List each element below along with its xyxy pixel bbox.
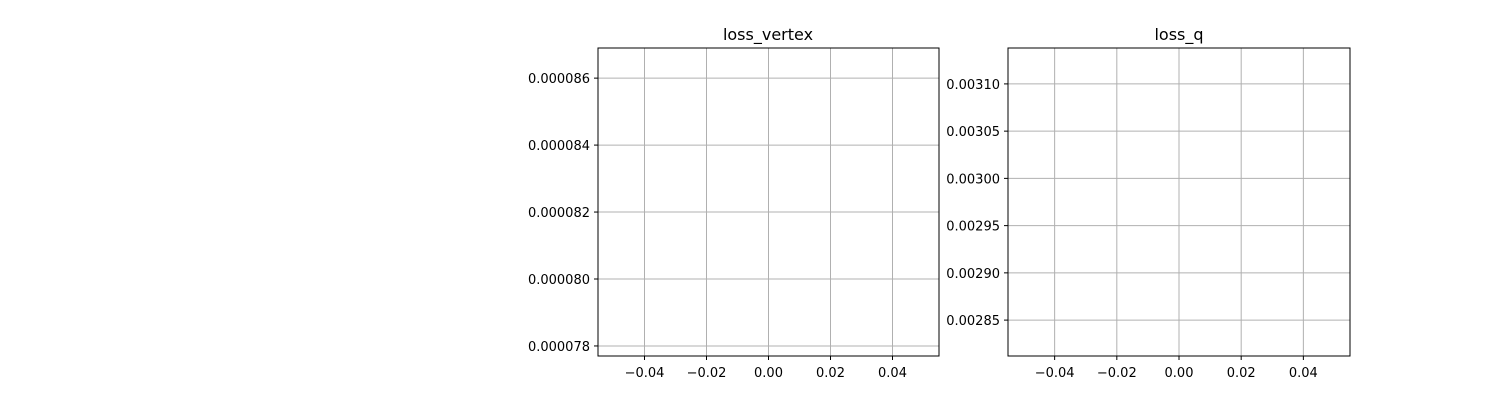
loss-q-grid	[1008, 48, 1350, 356]
loss-vertex-y-ticks: 0.000078 0.000080 0.000082 0.000084 0.000086	[528, 72, 598, 355]
loss-q-y-tick-label: 0.00295	[946, 220, 1000, 235]
loss-vertex-subplot: loss_vertex −0.04 −0.02 0.00 0.02 0.04 0.000…	[528, 25, 940, 381]
loss-q-x-ticks: −0.04 −0.02 0.00 0.02 0.04	[1035, 356, 1318, 381]
loss-q-title: loss_q	[1154, 25, 1203, 45]
loss-q-x-tick-label: −0.02	[1097, 366, 1137, 381]
loss-vertex-x-tick-label: −0.02	[687, 366, 727, 381]
loss-vertex-x-tick-label: 0.00	[754, 366, 783, 381]
loss-q-y-tick-label: 0.00285	[946, 314, 1000, 329]
loss-q-y-ticks: 0.00285 0.00290 0.00295 0.00300 0.00305 0.003…	[946, 78, 1008, 329]
loss-q-y-tick-label: 0.00300	[946, 172, 1000, 187]
loss-vertex-y-tick-label: 0.000086	[528, 72, 590, 87]
loss-q-x-tick-label: 0.02	[1227, 366, 1256, 381]
loss-vertex-x-tick-label: 0.02	[816, 366, 845, 381]
loss-q-subplot: loss_q −0.04 −0.02 0.00 0.02 0.04 0.002850.0…	[946, 25, 1351, 381]
loss-vertex-y-tick-label: 0.000084	[528, 139, 590, 154]
loss-vertex-x-tick-label: −0.04	[625, 366, 665, 381]
loss-q-x-tick-label: −0.04	[1035, 366, 1075, 381]
loss-vertex-y-tick-label: 0.000082	[528, 206, 590, 221]
loss-vertex-y-tick-label: 0.000080	[528, 273, 590, 288]
loss-vertex-axes-frame	[597, 47, 940, 357]
loss-q-y-tick-label: 0.00305	[946, 125, 1000, 140]
loss-q-y-tick-label: 0.00310	[946, 78, 1000, 93]
loss-q-axes-frame	[1007, 47, 1351, 357]
loss-q-x-tick-label: 0.04	[1289, 366, 1318, 381]
loss-vertex-title: loss_vertex	[723, 25, 813, 45]
loss-vertex-x-tick-label: 0.04	[878, 366, 907, 381]
loss-vertex-x-ticks: −0.04 −0.02 0.00 0.02 0.04	[625, 356, 907, 381]
loss-q-y-tick-label: 0.00290	[946, 267, 1000, 282]
loss-q-x-tick-label: 0.00	[1165, 366, 1194, 381]
loss-vertex-grid	[598, 48, 939, 356]
loss-vertex-y-tick-label: 0.000078	[528, 340, 590, 355]
